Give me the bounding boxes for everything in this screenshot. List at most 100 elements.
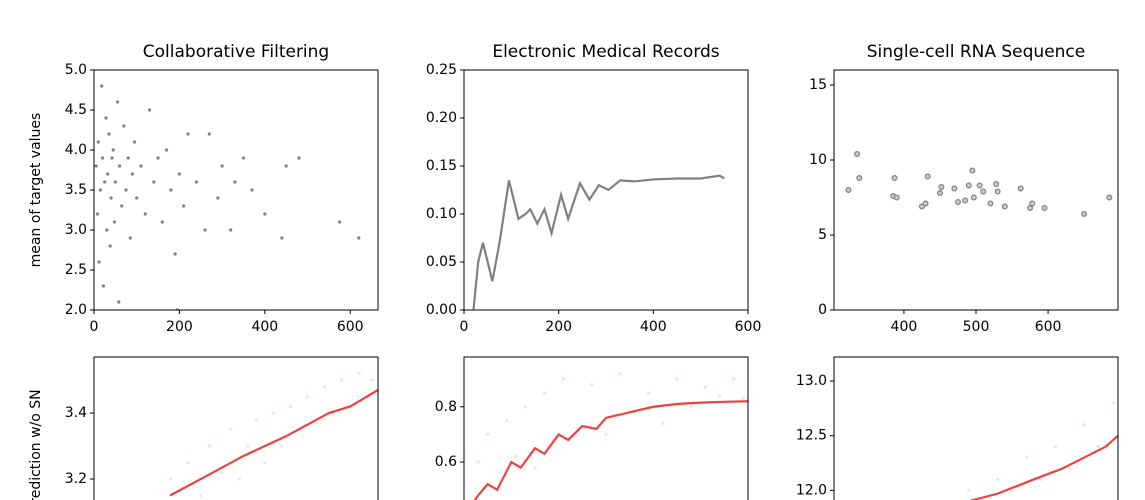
- y-tick-label: 0.8: [435, 399, 457, 415]
- point: [661, 421, 665, 425]
- point: [1010, 488, 1014, 492]
- point: [1027, 205, 1034, 212]
- line: [473, 400, 748, 500]
- point: [993, 181, 1000, 188]
- point: [732, 377, 736, 381]
- point: [987, 200, 994, 207]
- x-tick-label: 600: [735, 319, 762, 335]
- line: [472, 174, 725, 310]
- point: [922, 200, 929, 207]
- y-tick-label: 3.5: [65, 182, 87, 198]
- point: [741, 396, 745, 401]
- y-tick-label: 0.05: [426, 254, 457, 270]
- x-tick-label: 0: [90, 319, 99, 335]
- x-tick-label: 600: [337, 319, 364, 335]
- point: [109, 196, 113, 200]
- point: [128, 236, 132, 240]
- point: [845, 187, 852, 194]
- y-tick-label: 0: [818, 302, 827, 318]
- point: [976, 182, 983, 189]
- axes-frame: [463, 69, 749, 311]
- point: [124, 188, 128, 192]
- point: [103, 180, 107, 184]
- point: [237, 477, 241, 481]
- point: [169, 188, 173, 192]
- point: [1029, 200, 1036, 207]
- point: [130, 172, 135, 176]
- panel: 0.6 0.8: [435, 356, 749, 500]
- point: [533, 465, 537, 470]
- line: [169, 389, 378, 497]
- point: [112, 220, 117, 224]
- point: [1024, 455, 1029, 460]
- point: [194, 180, 199, 184]
- point: [337, 220, 342, 224]
- point: [229, 427, 233, 432]
- point: [1106, 194, 1113, 201]
- point: [220, 470, 224, 475]
- point: [542, 391, 547, 395]
- axes-frame: [833, 356, 1119, 500]
- point: [177, 172, 182, 176]
- point: [263, 212, 267, 216]
- point: [1081, 211, 1088, 218]
- point: [147, 108, 152, 112]
- point: [241, 156, 246, 160]
- x-tick-label: 600: [1035, 319, 1062, 335]
- y-tick-label: 0.10: [426, 206, 457, 222]
- y-tick-label: 0.00: [426, 302, 457, 318]
- panel: Collaborative Filtering mean of target va…: [28, 42, 379, 335]
- y-tick-label: 0.20: [426, 110, 457, 126]
- panel-title: Single-cell RNA Sequence: [867, 42, 1085, 62]
- point: [323, 385, 327, 389]
- point: [965, 182, 972, 189]
- point: [856, 175, 863, 182]
- point: [280, 444, 284, 448]
- point: [1039, 477, 1043, 482]
- panel: prediction w/o SN 3.2 3.4: [28, 356, 379, 500]
- point: [288, 404, 293, 409]
- point: [604, 432, 608, 437]
- point: [100, 156, 105, 160]
- y-tick-label: 5: [818, 227, 827, 243]
- point: [173, 252, 177, 256]
- plot-area: [94, 84, 361, 310]
- point: [246, 444, 250, 448]
- y-axis-label: prediction w/o SN: [28, 389, 44, 500]
- y-tick-label: 2.0: [65, 302, 87, 318]
- point: [229, 228, 233, 232]
- point: [216, 196, 220, 200]
- y-tick-label: 3.2: [65, 471, 87, 487]
- plot-area: [967, 401, 1118, 500]
- y-tick-label: 0.6: [435, 454, 457, 470]
- point: [111, 148, 115, 152]
- point: [962, 197, 969, 204]
- y-tick-label: 2.5: [65, 262, 87, 278]
- point: [1096, 445, 1101, 449]
- point: [924, 173, 931, 180]
- point: [203, 228, 207, 232]
- point: [284, 164, 288, 168]
- point: [1017, 185, 1024, 192]
- point: [152, 180, 156, 184]
- point: [250, 188, 254, 192]
- y-tick-label: 5.0: [65, 62, 87, 78]
- point: [122, 124, 126, 128]
- y-tick-label: 12.5: [796, 428, 827, 444]
- point: [169, 477, 173, 481]
- plot-area: [845, 151, 1113, 218]
- axes-frame: [93, 356, 379, 500]
- point: [139, 164, 143, 168]
- y-tick-label: 3.4: [65, 405, 87, 421]
- point: [689, 405, 693, 409]
- point: [561, 377, 566, 381]
- point: [199, 493, 203, 498]
- y-tick-label: 4.5: [65, 102, 87, 118]
- point: [938, 184, 945, 191]
- point: [647, 391, 651, 395]
- point: [936, 190, 943, 197]
- panel: 12.0 12.5 13.0: [796, 356, 1119, 500]
- y-tick-label: 12.0: [796, 482, 827, 498]
- y-tick-label: 10: [809, 152, 827, 168]
- point: [967, 488, 971, 492]
